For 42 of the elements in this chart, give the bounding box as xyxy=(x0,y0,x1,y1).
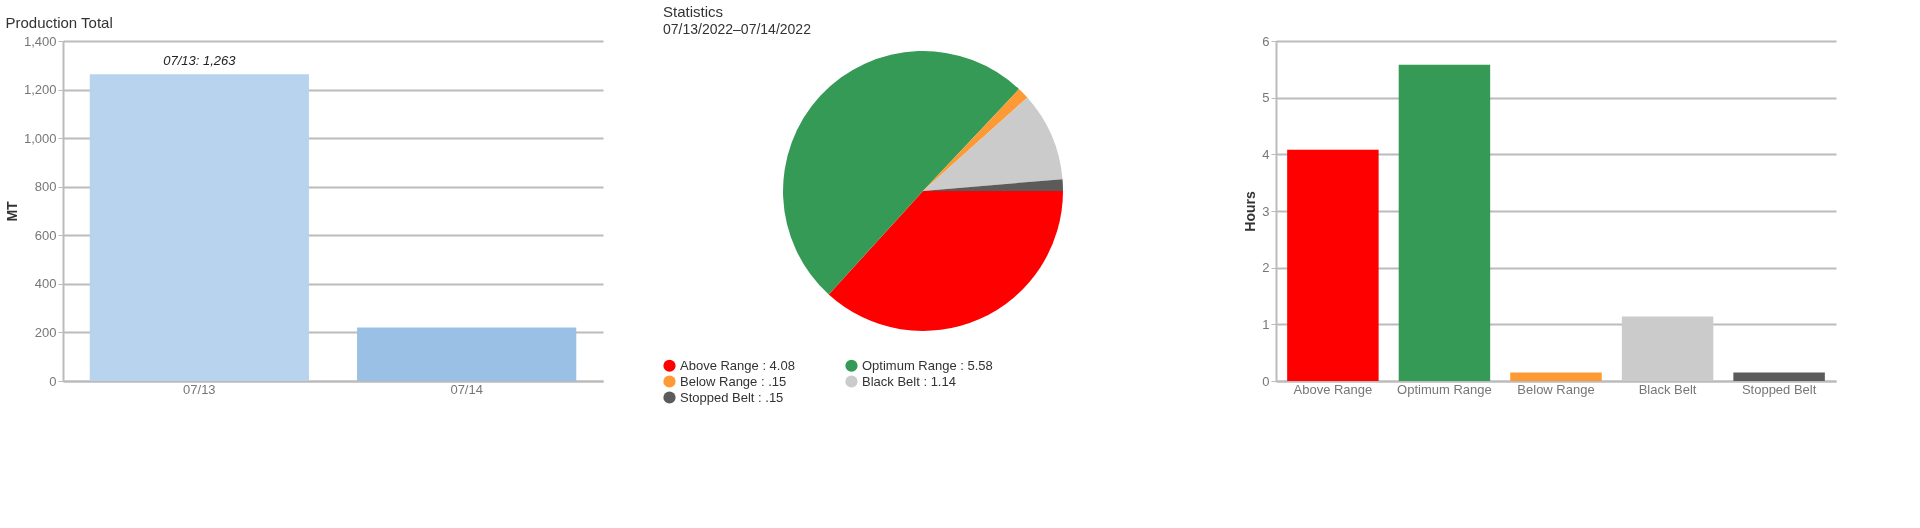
x-tick-label: 07/13 xyxy=(183,381,216,397)
bar xyxy=(1398,64,1491,381)
y-tick-label: 3 xyxy=(1262,203,1270,219)
y-tick-label: 1,400 xyxy=(23,33,57,49)
bar xyxy=(1287,149,1379,381)
annotation: 07/13: 1,263 xyxy=(163,53,237,69)
y-axis-title: MT xyxy=(3,200,20,222)
legend-label: Above Range : 4.08 xyxy=(680,357,795,373)
y-tick-label: 2 xyxy=(1262,260,1270,276)
legend-label: Below Range : .15 xyxy=(680,373,787,389)
pie-slice xyxy=(923,89,1028,191)
x-tick-label: Below Range xyxy=(1517,381,1595,397)
chart-title: Statistics xyxy=(663,3,724,20)
y-tick-label: 1,200 xyxy=(23,82,57,98)
legend-label: Optimum Range : 5.58 xyxy=(862,357,993,373)
legend-label: Stopped Belt : .15 xyxy=(680,389,784,405)
bar xyxy=(1510,372,1602,381)
y-axis-title: Hours xyxy=(1242,191,1259,232)
chart-subtitle: 07/13/2022–07/14/2022 xyxy=(663,21,812,37)
legend-label: Black Belt : 1.14 xyxy=(862,373,956,389)
y-tick-label: 1,000 xyxy=(23,130,57,146)
y-tick-label: 6 xyxy=(1262,33,1270,49)
y-tick-label: 200 xyxy=(34,324,57,340)
x-tick-label: Above Range xyxy=(1293,381,1373,397)
y-tick-label: 600 xyxy=(34,227,57,243)
y-tick-label: 5 xyxy=(1262,90,1270,106)
x-tick-label: Stopped Belt xyxy=(1741,381,1817,397)
x-tick-label: Optimum Range xyxy=(1397,381,1492,397)
y-tick-label: 0 xyxy=(1262,373,1270,389)
y-tick-label: 4 xyxy=(1262,146,1270,162)
y-tick-label: 0 xyxy=(49,373,57,389)
bar xyxy=(1621,316,1714,381)
y-tick-label: 1 xyxy=(1262,316,1270,332)
pie-slice xyxy=(828,191,1063,331)
pie-slice xyxy=(783,51,1020,295)
x-tick-label: Black Belt xyxy=(1638,381,1697,397)
y-tick-label: 800 xyxy=(34,179,57,195)
pie-slice xyxy=(923,97,1063,191)
bar xyxy=(1733,372,1825,381)
y-tick-label: 400 xyxy=(34,276,57,292)
chart-title: Production Total xyxy=(5,14,113,31)
x-tick-label: 07/14 xyxy=(450,381,483,397)
